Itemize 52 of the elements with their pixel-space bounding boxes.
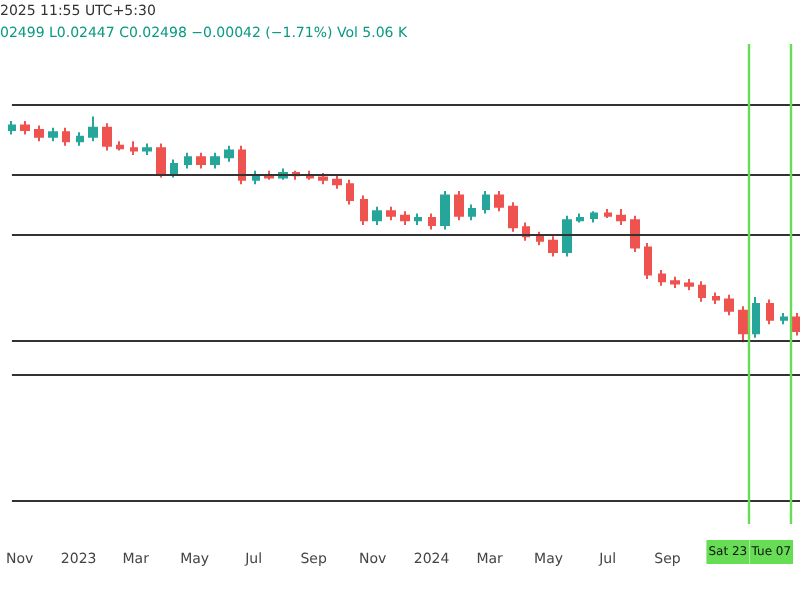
candlestick <box>156 142 166 179</box>
candlestick <box>616 208 626 226</box>
candlestick <box>670 275 680 290</box>
candlestick <box>440 190 450 231</box>
candlestick <box>548 235 558 258</box>
candlestick <box>590 210 598 224</box>
candlestick <box>8 120 16 136</box>
candlestick <box>88 115 98 143</box>
candlestick <box>102 122 112 152</box>
candlestick <box>34 124 44 143</box>
candlestick <box>48 126 58 143</box>
candlestick <box>712 291 720 305</box>
candlestick <box>130 140 138 156</box>
candlestick <box>508 201 518 233</box>
candlestick <box>20 120 30 136</box>
candlestick <box>238 144 246 186</box>
candlestick <box>792 311 800 337</box>
candlestick <box>332 174 342 190</box>
candlestick <box>428 212 436 231</box>
candlestick <box>142 142 152 156</box>
candlestick <box>536 230 544 247</box>
candlestick <box>562 214 572 258</box>
candlestick <box>738 305 748 344</box>
candlestick <box>468 203 476 222</box>
candlestick <box>210 151 220 170</box>
candlestick <box>630 214 640 253</box>
candlestick <box>372 205 382 226</box>
candlestick <box>494 190 504 213</box>
candlestick <box>116 140 124 152</box>
candlestick <box>752 296 760 339</box>
candlestick <box>724 293 734 317</box>
candlestick <box>224 144 234 163</box>
candlestick <box>644 241 652 281</box>
candlestick <box>400 210 410 226</box>
candlestick <box>684 278 694 292</box>
candlestick <box>482 190 490 215</box>
candlestick <box>780 311 788 326</box>
candlestick <box>386 205 396 222</box>
candlestick <box>76 131 84 147</box>
candlestick <box>346 178 354 206</box>
candlestick <box>414 212 422 226</box>
candlestick <box>658 269 666 287</box>
candlestick <box>454 190 464 222</box>
candlestick <box>170 158 178 179</box>
candlestick <box>604 208 612 220</box>
candlestick <box>576 212 584 224</box>
candlestick <box>196 151 206 170</box>
candlestick <box>766 298 774 326</box>
candlestick <box>360 194 368 226</box>
candlestick <box>62 126 70 147</box>
candlestick <box>184 151 192 170</box>
candlestick <box>698 280 706 303</box>
